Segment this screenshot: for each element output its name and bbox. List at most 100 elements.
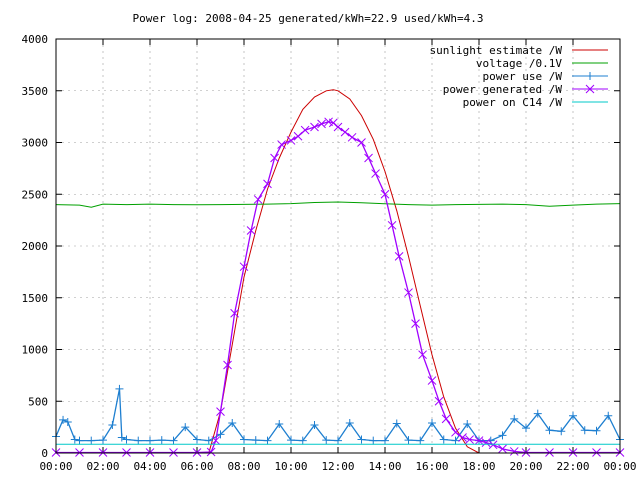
legend-marker — [586, 72, 594, 80]
data-point — [333, 122, 343, 132]
x-tick-label: 12:00 — [321, 460, 354, 473]
data-point — [334, 436, 342, 445]
data-point — [394, 251, 404, 261]
data-point — [287, 436, 295, 445]
series-line — [55, 201, 621, 208]
x-tick-label: 00:00 — [39, 460, 72, 473]
data-point — [416, 436, 425, 445]
data-point — [451, 436, 460, 445]
legend-label: power use /W — [483, 70, 563, 83]
data-point — [230, 308, 239, 318]
data-point — [246, 226, 256, 235]
data-point — [87, 436, 96, 445]
data-point — [206, 447, 216, 457]
data-point — [317, 119, 326, 129]
data-point — [277, 140, 286, 149]
data-point — [275, 420, 284, 429]
series-2 — [52, 384, 624, 445]
x-tick-label: 14:00 — [368, 460, 401, 473]
data-point — [371, 169, 380, 178]
x-tick-label: 20:00 — [509, 460, 542, 473]
axes: 0 500 1000 1500 2000 2500 3000 3500 4000 00:00 02:… — [22, 33, 637, 473]
series-line — [55, 388, 621, 442]
data-point — [580, 426, 589, 435]
data-point — [569, 411, 577, 420]
data-point — [434, 396, 444, 406]
data-point — [604, 411, 613, 420]
data-point — [404, 288, 413, 297]
data-point — [592, 448, 601, 457]
data-point — [481, 438, 491, 448]
data-point — [428, 418, 436, 427]
data-point — [458, 433, 467, 442]
series-line — [208, 89, 480, 454]
data-point — [115, 384, 124, 393]
x-tick-label: 00:00 — [603, 460, 636, 473]
data-point — [293, 131, 303, 141]
y-tick-label: 4000 — [22, 33, 49, 46]
data-point — [169, 448, 178, 457]
legend-marker — [585, 84, 595, 94]
data-point — [411, 319, 420, 328]
data-point — [75, 448, 84, 457]
data-point — [381, 436, 389, 445]
x-tick-label: 02:00 — [86, 460, 119, 473]
y-tick-label: 3000 — [22, 137, 49, 150]
data-point — [463, 420, 472, 429]
data-point — [357, 435, 366, 444]
data-point — [263, 179, 272, 189]
data-point — [498, 431, 507, 440]
data-point — [310, 421, 319, 430]
data-point — [239, 262, 249, 272]
series-0 — [208, 89, 480, 454]
data-point — [510, 414, 519, 423]
data-point — [441, 414, 451, 424]
data-point — [427, 376, 437, 385]
y-tick-label: 2500 — [22, 188, 49, 201]
data-point — [192, 448, 202, 457]
data-point — [521, 448, 531, 457]
data-point — [122, 448, 131, 457]
legend-label: sunlight estimate /W — [430, 44, 563, 57]
data-point — [59, 415, 68, 424]
x-tick-label: 16:00 — [415, 460, 448, 473]
data-point — [286, 136, 296, 145]
data-point — [263, 436, 272, 445]
series-1 — [55, 201, 621, 208]
data-point — [300, 125, 310, 135]
legend-label: voltage /0.1V — [476, 57, 562, 70]
data-point — [145, 448, 155, 457]
legend-label: power on C14 /W — [463, 96, 563, 109]
data-point — [134, 436, 143, 445]
data-point — [157, 436, 166, 445]
chart-title: Power log: 2008-04-25 generated/kWh=22.9… — [133, 12, 484, 25]
data-point — [122, 435, 131, 444]
data-point — [169, 436, 178, 445]
data-point — [98, 448, 108, 457]
data-point — [498, 444, 507, 454]
data-point — [522, 424, 530, 433]
y-tick-label: 0 — [41, 447, 48, 460]
y-tick-label: 500 — [28, 395, 48, 408]
data-point — [380, 189, 390, 199]
data-point — [63, 417, 72, 426]
data-point — [357, 138, 366, 147]
plot-area — [51, 89, 625, 457]
data-point — [310, 122, 319, 132]
data-point — [418, 350, 427, 360]
data-point — [404, 436, 413, 445]
data-point — [251, 436, 260, 445]
legend-label: power generated /W — [443, 83, 563, 96]
x-tick-label: 08:00 — [227, 460, 260, 473]
y-tick-label: 2000 — [22, 240, 49, 253]
data-point — [592, 426, 601, 435]
data-point — [181, 423, 190, 432]
data-point — [364, 153, 373, 163]
x-tick-label: 18:00 — [462, 460, 495, 473]
data-point — [387, 220, 397, 230]
data-point — [75, 436, 84, 445]
data-point — [568, 448, 578, 457]
data-point — [545, 426, 554, 435]
data-point — [345, 418, 354, 427]
